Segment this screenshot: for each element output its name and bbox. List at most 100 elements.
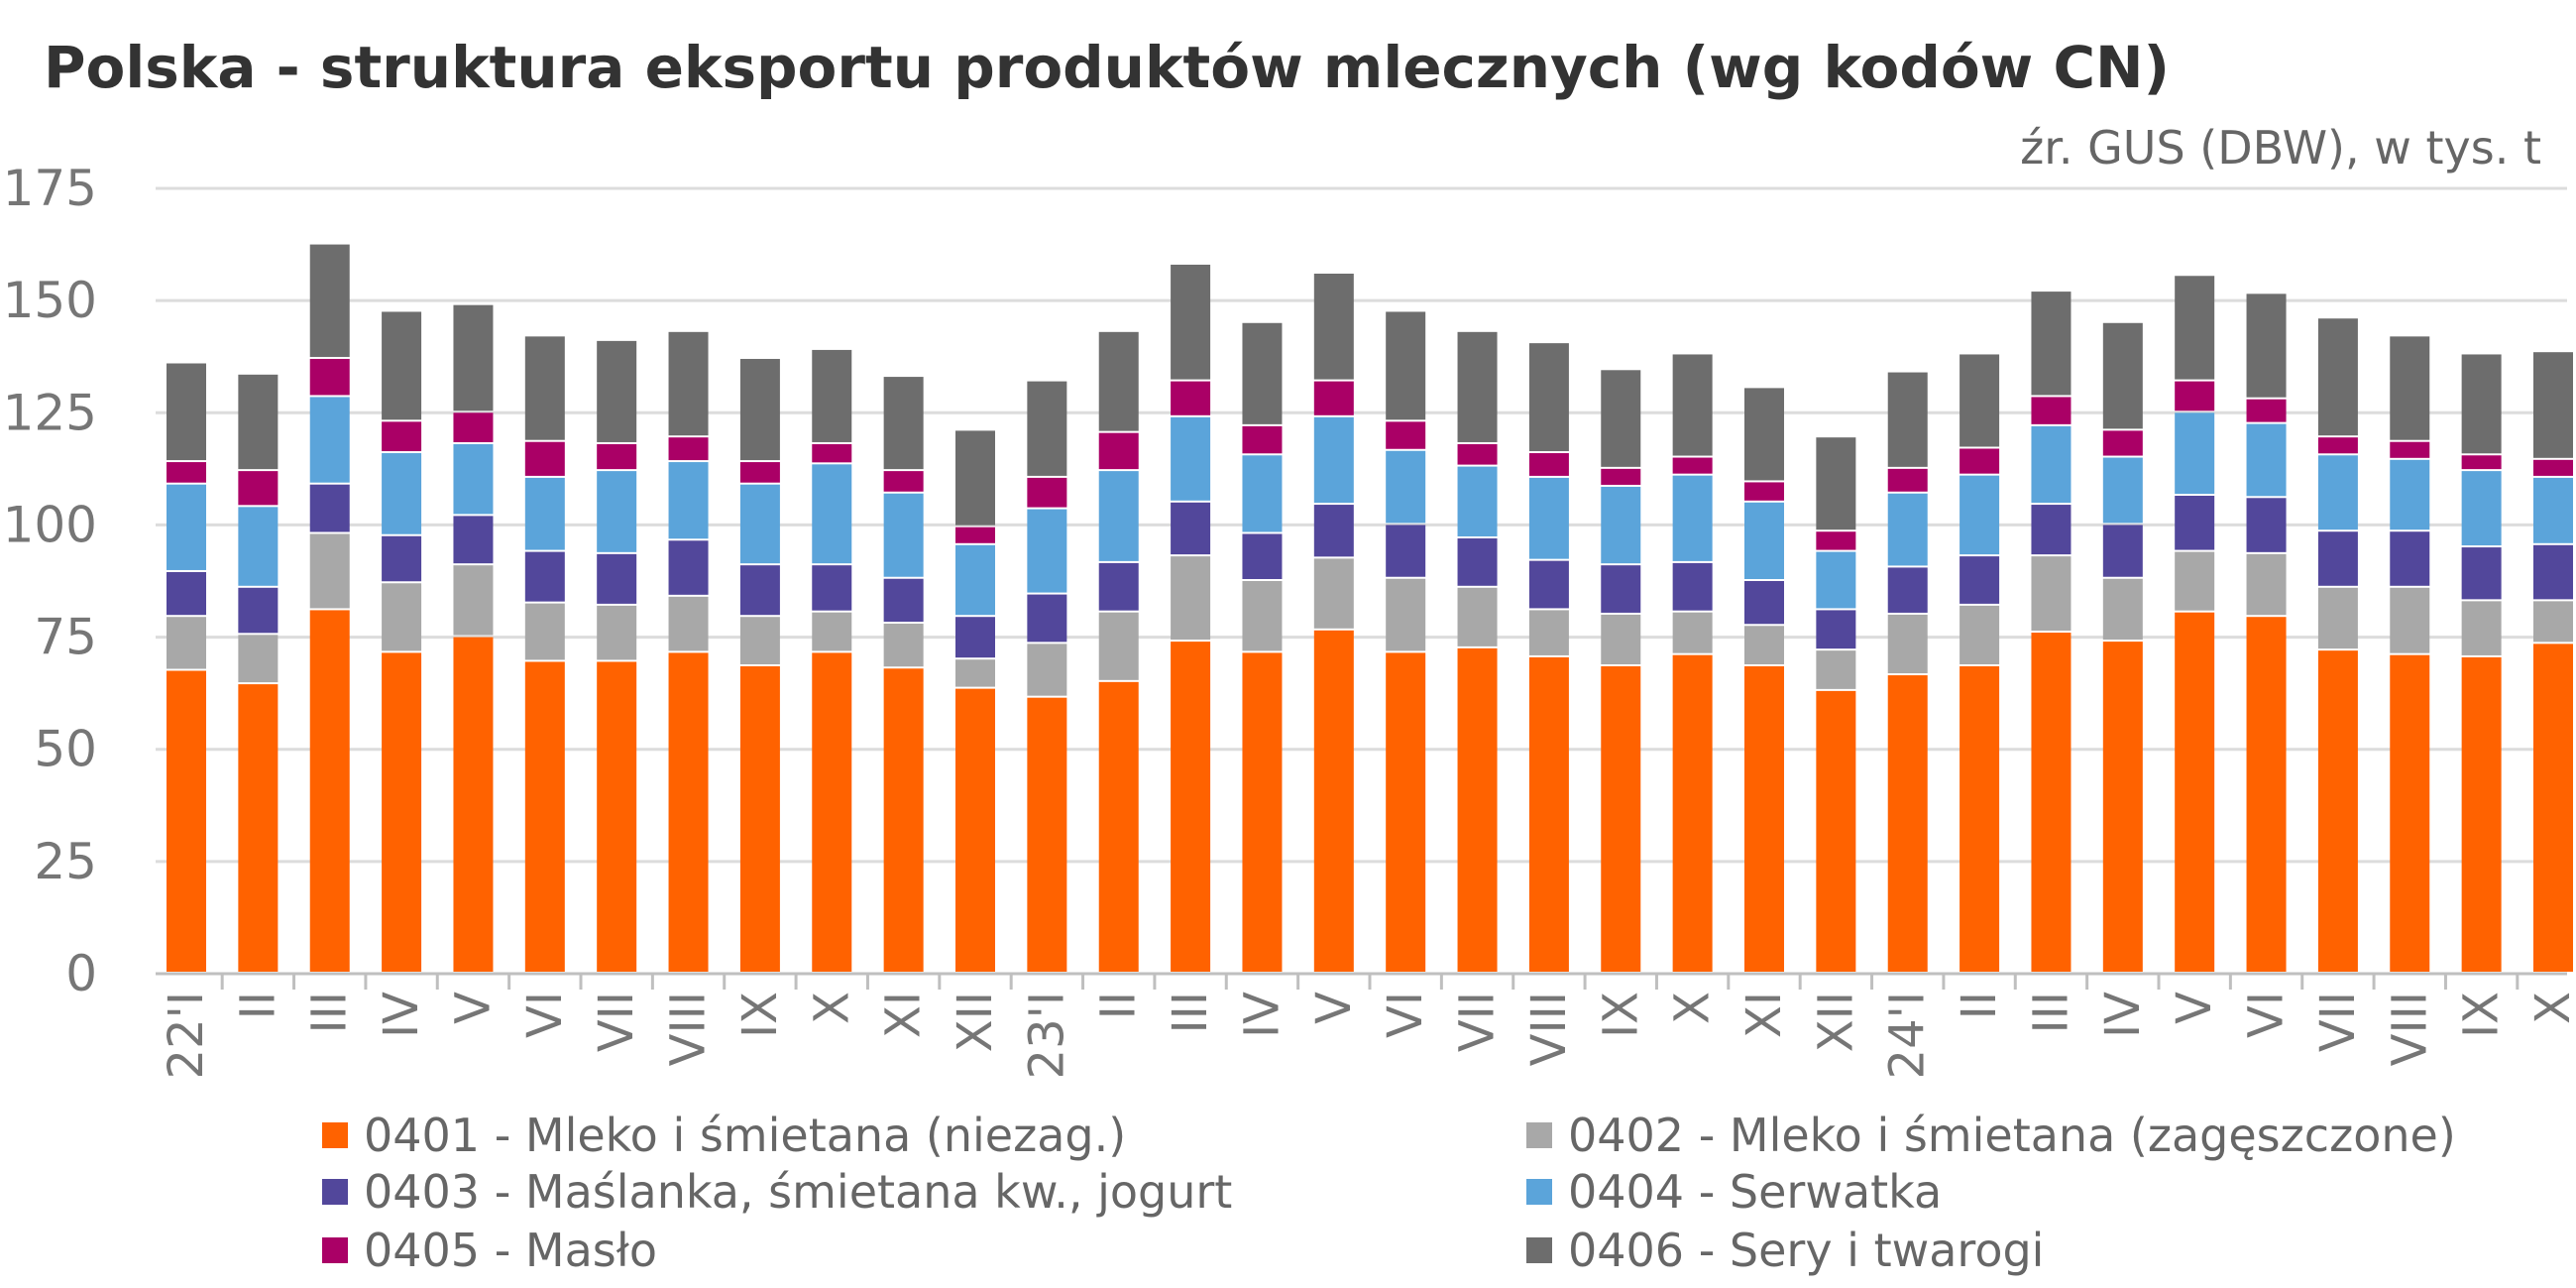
legend-item-0405: 0405 - Masło [322,1224,657,1277]
bar-segment-0404 [739,484,780,564]
bar-segment-0402 [1313,558,1354,629]
bar-segment-0404 [1098,471,1139,561]
x-tick-label: 24'I [1880,992,1936,1079]
y-tick-label: 100 [3,496,97,553]
legend-item-0401: 0401 - Mleko i śmietana (niezag.) [322,1109,1126,1162]
bar-segment-0401 [1887,675,1928,972]
bar-segment-0405 [167,462,206,483]
x-tick-label: X [804,992,859,1024]
bar-segment-0403 [1601,565,1641,613]
bar-segment-0404 [955,544,995,616]
bar-segment-0405 [1601,468,1641,485]
bar-segment-0401 [1027,697,1067,972]
bar-segment-0405 [2175,381,2215,411]
x-tick-label: II [1952,992,2007,1019]
bar-segment-0402 [453,565,494,636]
bar-segment-0406 [2317,318,2358,436]
bar-segment-0402 [597,605,637,660]
bar-segment-0403 [1816,610,1856,649]
x-tick-label: II [1091,992,1147,1019]
legend-swatch-0405 [322,1237,348,1263]
bar-segment-0403 [382,535,422,582]
bar-segment-0406 [1027,381,1067,476]
bar-segment-0405 [2461,455,2502,470]
bar-segment-0402 [1528,610,1569,655]
x-tick-label: V [1306,992,1362,1024]
bar-segment-0401 [955,688,995,972]
y-tick-label: 75 [34,609,97,666]
legend-item-0403: 0403 - Maślanka, śmietana kw., jogurt [322,1165,1232,1219]
x-tick-label: III [302,992,358,1033]
bar-segment-0404 [883,493,924,577]
bar-segment-0401 [382,652,422,972]
source-note: źr. GUS (DBW), w tys. t [2020,121,2541,175]
bar-segment-0402 [883,623,924,667]
bar-segment-0406 [2246,293,2287,398]
x-tick-label: XII [948,992,1003,1052]
bar-segment-0406 [1960,354,2000,447]
bar-segment-0404 [1457,466,1498,537]
bar-segment-0401 [2390,654,2430,972]
bar-segment-0402 [1242,581,1283,651]
bar-segment-0404 [668,462,709,539]
bar-segment-0405 [1528,453,1569,476]
bar-segment-0404 [1672,475,1713,561]
bar-segment-0406 [1457,331,1498,442]
bar-segment-0405 [453,412,494,442]
legend-swatch-0402 [1526,1122,1552,1148]
bar-segment-0406 [1672,354,1713,456]
bar-segment-0404 [812,464,852,564]
x-tick-label: IV [2095,992,2151,1038]
bar-segment-0403 [1313,505,1354,557]
bar-segment-0402 [309,533,350,609]
bar-segment-0402 [1744,626,1784,664]
bar-segment-0404 [2461,471,2502,546]
legend-swatch-0406 [1526,1237,1552,1263]
x-tick-label: IV [1234,992,1289,1038]
bar-segment-0401 [1672,654,1713,972]
bars [167,244,2573,972]
bar-segment-0405 [238,471,279,506]
y-tick-label: 50 [34,721,97,778]
legend-label: 0406 - Sery i twarogi [1568,1224,2045,1277]
bar-segment-0404 [382,453,422,534]
bar-segment-0405 [1887,468,1928,492]
x-tick-label: 22'I [159,992,214,1079]
bar-segment-0404 [1242,455,1283,532]
x-tick-label: X [2525,992,2576,1024]
bar-segment-0404 [238,507,279,586]
bar-segment-0405 [2533,459,2573,476]
y-tick-label: 150 [3,272,97,329]
legend-item-0402: 0402 - Mleko i śmietana (zagęszczone) [1526,1109,2456,1162]
bar-segment-0403 [883,578,924,622]
bar-segment-0403 [955,617,995,658]
bar-segment-0405 [2317,437,2358,454]
x-tick-label: XI [876,992,932,1038]
bar-segment-0401 [1386,652,1426,972]
bar-segment-0402 [739,617,780,664]
bar-segment-0403 [238,587,279,634]
bar-segment-0401 [812,652,852,972]
bar-segment-0402 [2246,553,2287,616]
bar-segment-0402 [2461,601,2502,655]
bar-segment-0404 [2533,477,2573,543]
bar-segment-0405 [955,527,995,543]
bar-segment-0401 [309,610,350,972]
bar-segment-0405 [739,462,780,483]
bar-segment-0406 [883,377,924,470]
bar-segment-0401 [1313,630,1354,972]
y-tick-label: 175 [3,160,97,217]
legend-label: 0404 - Serwatka [1568,1165,1943,1219]
bar-segment-0401 [597,661,637,972]
bar-segment-0406 [1528,343,1569,452]
bar-segment-0404 [1386,450,1426,524]
bar-segment-0401 [1601,665,1641,972]
x-tick-label: V [445,992,501,1024]
bar-segment-0406 [812,349,852,442]
bar-segment-0404 [1171,416,1211,501]
x-tick-label: V [2167,992,2222,1024]
bar-segment-0406 [309,244,350,357]
bar-segment-0402 [1386,578,1426,651]
x-tick-label: II [230,992,285,1019]
